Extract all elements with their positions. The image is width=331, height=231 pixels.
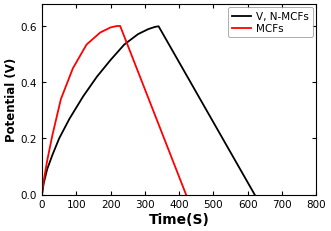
V, N-MCFs xyxy=(42,182,46,185)
MCFs xyxy=(50,135,54,137)
V, N-MCFs xyxy=(95,76,99,79)
Y-axis label: Potential (V): Potential (V) xyxy=(5,58,18,142)
V, N-MCFs xyxy=(81,96,85,98)
V, N-MCFs xyxy=(45,168,49,171)
MCFs xyxy=(184,193,188,196)
MCFs xyxy=(40,193,44,196)
MCFs xyxy=(109,27,113,30)
Legend: V, N-MCFs, MCFs: V, N-MCFs, MCFs xyxy=(228,8,313,38)
MCFs xyxy=(118,25,122,28)
X-axis label: Time(S): Time(S) xyxy=(149,212,210,226)
V, N-MCFs xyxy=(57,137,61,140)
MCFs xyxy=(115,25,119,28)
MCFs xyxy=(42,179,46,182)
MCFs xyxy=(98,32,102,35)
V, N-MCFs xyxy=(146,29,150,31)
V, N-MCFs xyxy=(253,193,257,196)
MCFs xyxy=(118,25,122,28)
V, N-MCFs xyxy=(40,193,44,196)
MCFs xyxy=(59,98,63,101)
V, N-MCFs xyxy=(50,154,54,157)
MCFs xyxy=(85,44,89,47)
V, N-MCFs xyxy=(153,26,157,29)
Line: V, N-MCFs: V, N-MCFs xyxy=(42,27,255,195)
V, N-MCFs xyxy=(122,44,126,47)
MCFs xyxy=(45,160,49,163)
Line: MCFs: MCFs xyxy=(42,27,186,195)
V, N-MCFs xyxy=(68,118,71,121)
V, N-MCFs xyxy=(157,26,161,29)
V, N-MCFs xyxy=(157,26,161,29)
V, N-MCFs xyxy=(109,59,113,62)
V, N-MCFs xyxy=(136,33,140,36)
MCFs xyxy=(71,68,75,70)
